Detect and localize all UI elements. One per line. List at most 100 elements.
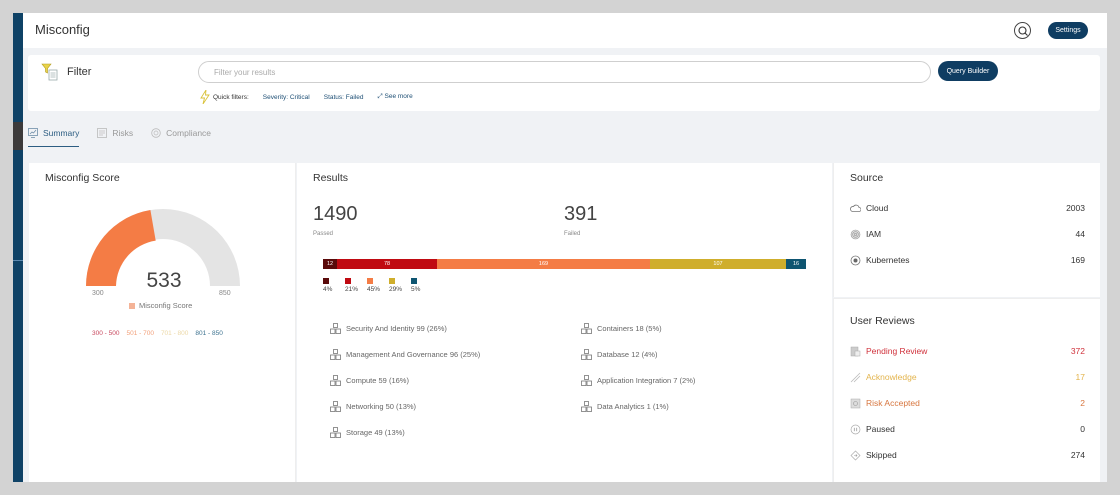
categories-left: Security And Identity 99 (26%) Managemen… bbox=[330, 315, 480, 445]
severity-segment-info[interactable]: 16 bbox=[786, 259, 806, 269]
expand-icon: ⤢ bbox=[377, 93, 383, 100]
review-row-skipped[interactable]: Skipped 274 bbox=[850, 448, 1085, 462]
range-801-850: 801 - 850 bbox=[195, 330, 223, 337]
score-gauge bbox=[85, 209, 240, 286]
legend-item: 4% bbox=[323, 278, 340, 293]
risk-accepted-icon bbox=[850, 398, 861, 409]
review-value: 372 bbox=[1070, 346, 1085, 356]
see-more-label: See more bbox=[384, 93, 413, 100]
review-row-pending[interactable]: Pending Review 372 bbox=[850, 344, 1085, 358]
review-label: Acknowledge bbox=[866, 372, 917, 382]
source-row-cloud[interactable]: Cloud 2003 bbox=[850, 201, 1085, 215]
legend-label: Misconfig Score bbox=[139, 301, 193, 310]
severity-bar: 12 78 169 107 16 bbox=[323, 259, 806, 269]
review-label: Risk Accepted bbox=[866, 398, 920, 408]
quick-filters: Quick filters: Severity: Critical Status… bbox=[200, 90, 413, 104]
tab-summary-label: Summary bbox=[43, 128, 80, 138]
user-reviews-card: User Reviews Pending Review 372 Acknowle… bbox=[833, 298, 1100, 482]
category-item[interactable]: Data Analytics 1 (1%) bbox=[581, 393, 695, 419]
source-value: 44 bbox=[1075, 229, 1085, 239]
results-card: Results 1490 Passed 391 Failed 12 78 169… bbox=[297, 163, 832, 482]
score-title: Misconfig Score bbox=[45, 172, 120, 184]
legend-item: 21% bbox=[345, 278, 362, 293]
source-label: Kubernetes bbox=[866, 255, 910, 265]
service-icon bbox=[330, 348, 341, 360]
tab-compliance-label: Compliance bbox=[166, 128, 212, 138]
see-more-link[interactable]: ⤢ See more bbox=[377, 93, 412, 101]
filter-panel: Filter Query Builder Quick filters: Seve… bbox=[28, 55, 1100, 111]
category-item[interactable]: Networking 50 (13%) bbox=[330, 393, 480, 419]
tab-risks-label: Risks bbox=[112, 128, 134, 138]
source-row-kubernetes[interactable]: Kubernetes 169 bbox=[850, 253, 1085, 267]
query-builder-button[interactable]: Query Builder bbox=[938, 61, 998, 81]
cloud-icon bbox=[850, 203, 861, 214]
review-row-acknowledge[interactable]: Acknowledge 17 bbox=[850, 370, 1085, 384]
severity-legend: 4% 21% 45% 29% 5% bbox=[323, 278, 428, 293]
service-icon bbox=[330, 374, 341, 386]
category-item[interactable]: Security And Identity 99 (26%) bbox=[330, 315, 480, 341]
review-row-risk-accepted[interactable]: Risk Accepted 2 bbox=[850, 396, 1085, 410]
source-value: 2003 bbox=[1066, 203, 1085, 213]
review-value: 0 bbox=[1080, 424, 1085, 434]
review-label: Pending Review bbox=[866, 346, 928, 356]
review-label: Paused bbox=[866, 424, 895, 434]
paused-icon bbox=[850, 424, 861, 435]
severity-segment-low[interactable]: 107 bbox=[650, 259, 786, 269]
tab-compliance[interactable]: Compliance bbox=[151, 124, 211, 142]
severity-segment-high[interactable]: 78 bbox=[337, 259, 437, 269]
review-value: 17 bbox=[1075, 372, 1085, 382]
gauge-max: 850 bbox=[219, 290, 231, 297]
filter-label: Filter bbox=[67, 66, 92, 78]
gauge-legend[interactable]: Misconfig Score bbox=[129, 301, 192, 310]
legend-swatch bbox=[129, 302, 135, 309]
range-701-800: 701 - 800 bbox=[160, 330, 189, 337]
service-icon bbox=[581, 348, 592, 360]
source-title: Source bbox=[850, 172, 884, 184]
legend-item: 45% bbox=[367, 278, 384, 293]
range-300-500: 300 - 500 bbox=[92, 330, 120, 337]
acknowledge-icon bbox=[850, 372, 861, 383]
quick-filter-severity-critical[interactable]: Severity: Critical bbox=[262, 93, 310, 101]
risks-icon bbox=[97, 128, 108, 138]
service-icon bbox=[581, 322, 592, 334]
category-item[interactable]: Storage 49 (13%) bbox=[330, 419, 480, 445]
severity-segment-medium[interactable]: 169 bbox=[437, 259, 650, 269]
category-item[interactable]: Database 12 (4%) bbox=[581, 341, 695, 367]
quick-filter-status-failed[interactable]: Status: Failed bbox=[323, 93, 364, 101]
page-title: Misconfig bbox=[35, 22, 90, 37]
failed-label: Failed bbox=[564, 231, 581, 237]
tab-risks[interactable]: Risks bbox=[97, 124, 133, 142]
severity-segment-critical[interactable]: 12 bbox=[323, 259, 337, 269]
fingerprint-icon bbox=[850, 229, 861, 240]
search-button[interactable] bbox=[1014, 22, 1031, 39]
chart-icon bbox=[28, 128, 38, 138]
review-value: 2 bbox=[1080, 398, 1085, 408]
score-value: 533 bbox=[146, 269, 182, 292]
service-icon bbox=[581, 400, 592, 412]
service-icon bbox=[581, 374, 592, 386]
source-label: Cloud bbox=[866, 203, 889, 213]
score-ranges: 300 - 500 501 - 700 701 - 800 801 - 850 bbox=[92, 330, 223, 337]
review-row-paused[interactable]: Paused 0 bbox=[850, 422, 1085, 436]
sidebar-nav-strip[interactable] bbox=[13, 13, 23, 482]
skipped-icon bbox=[850, 450, 861, 461]
category-item[interactable]: Management And Governance 96 (25%) bbox=[330, 341, 480, 367]
source-label: IAM bbox=[866, 229, 882, 239]
tab-summary[interactable]: Summary bbox=[28, 124, 80, 147]
quick-filters-label: Quick filters: bbox=[213, 93, 249, 101]
legend-item: 5% bbox=[411, 278, 428, 293]
top-bar: Misconfig Settings bbox=[23, 13, 1107, 48]
misconfig-app: Misconfig Settings Filter Query Builder … bbox=[23, 13, 1107, 482]
category-item[interactable]: Application Integration 7 (2%) bbox=[581, 367, 695, 393]
range-501-700: 501 - 700 bbox=[126, 330, 154, 337]
filter-icon bbox=[41, 63, 58, 81]
category-item[interactable]: Containers 18 (5%) bbox=[581, 315, 695, 341]
failed-count: 391 bbox=[564, 203, 598, 225]
filter-search-input[interactable] bbox=[198, 61, 931, 83]
settings-button[interactable]: Settings bbox=[1048, 22, 1088, 39]
tab-bar: Summary Risks Compliance bbox=[28, 124, 229, 148]
review-label: Skipped bbox=[866, 450, 897, 460]
source-row-iam[interactable]: IAM 44 bbox=[850, 227, 1085, 241]
category-item[interactable]: Compute 59 (16%) bbox=[330, 367, 480, 393]
passed-count: 1490 bbox=[313, 203, 358, 225]
